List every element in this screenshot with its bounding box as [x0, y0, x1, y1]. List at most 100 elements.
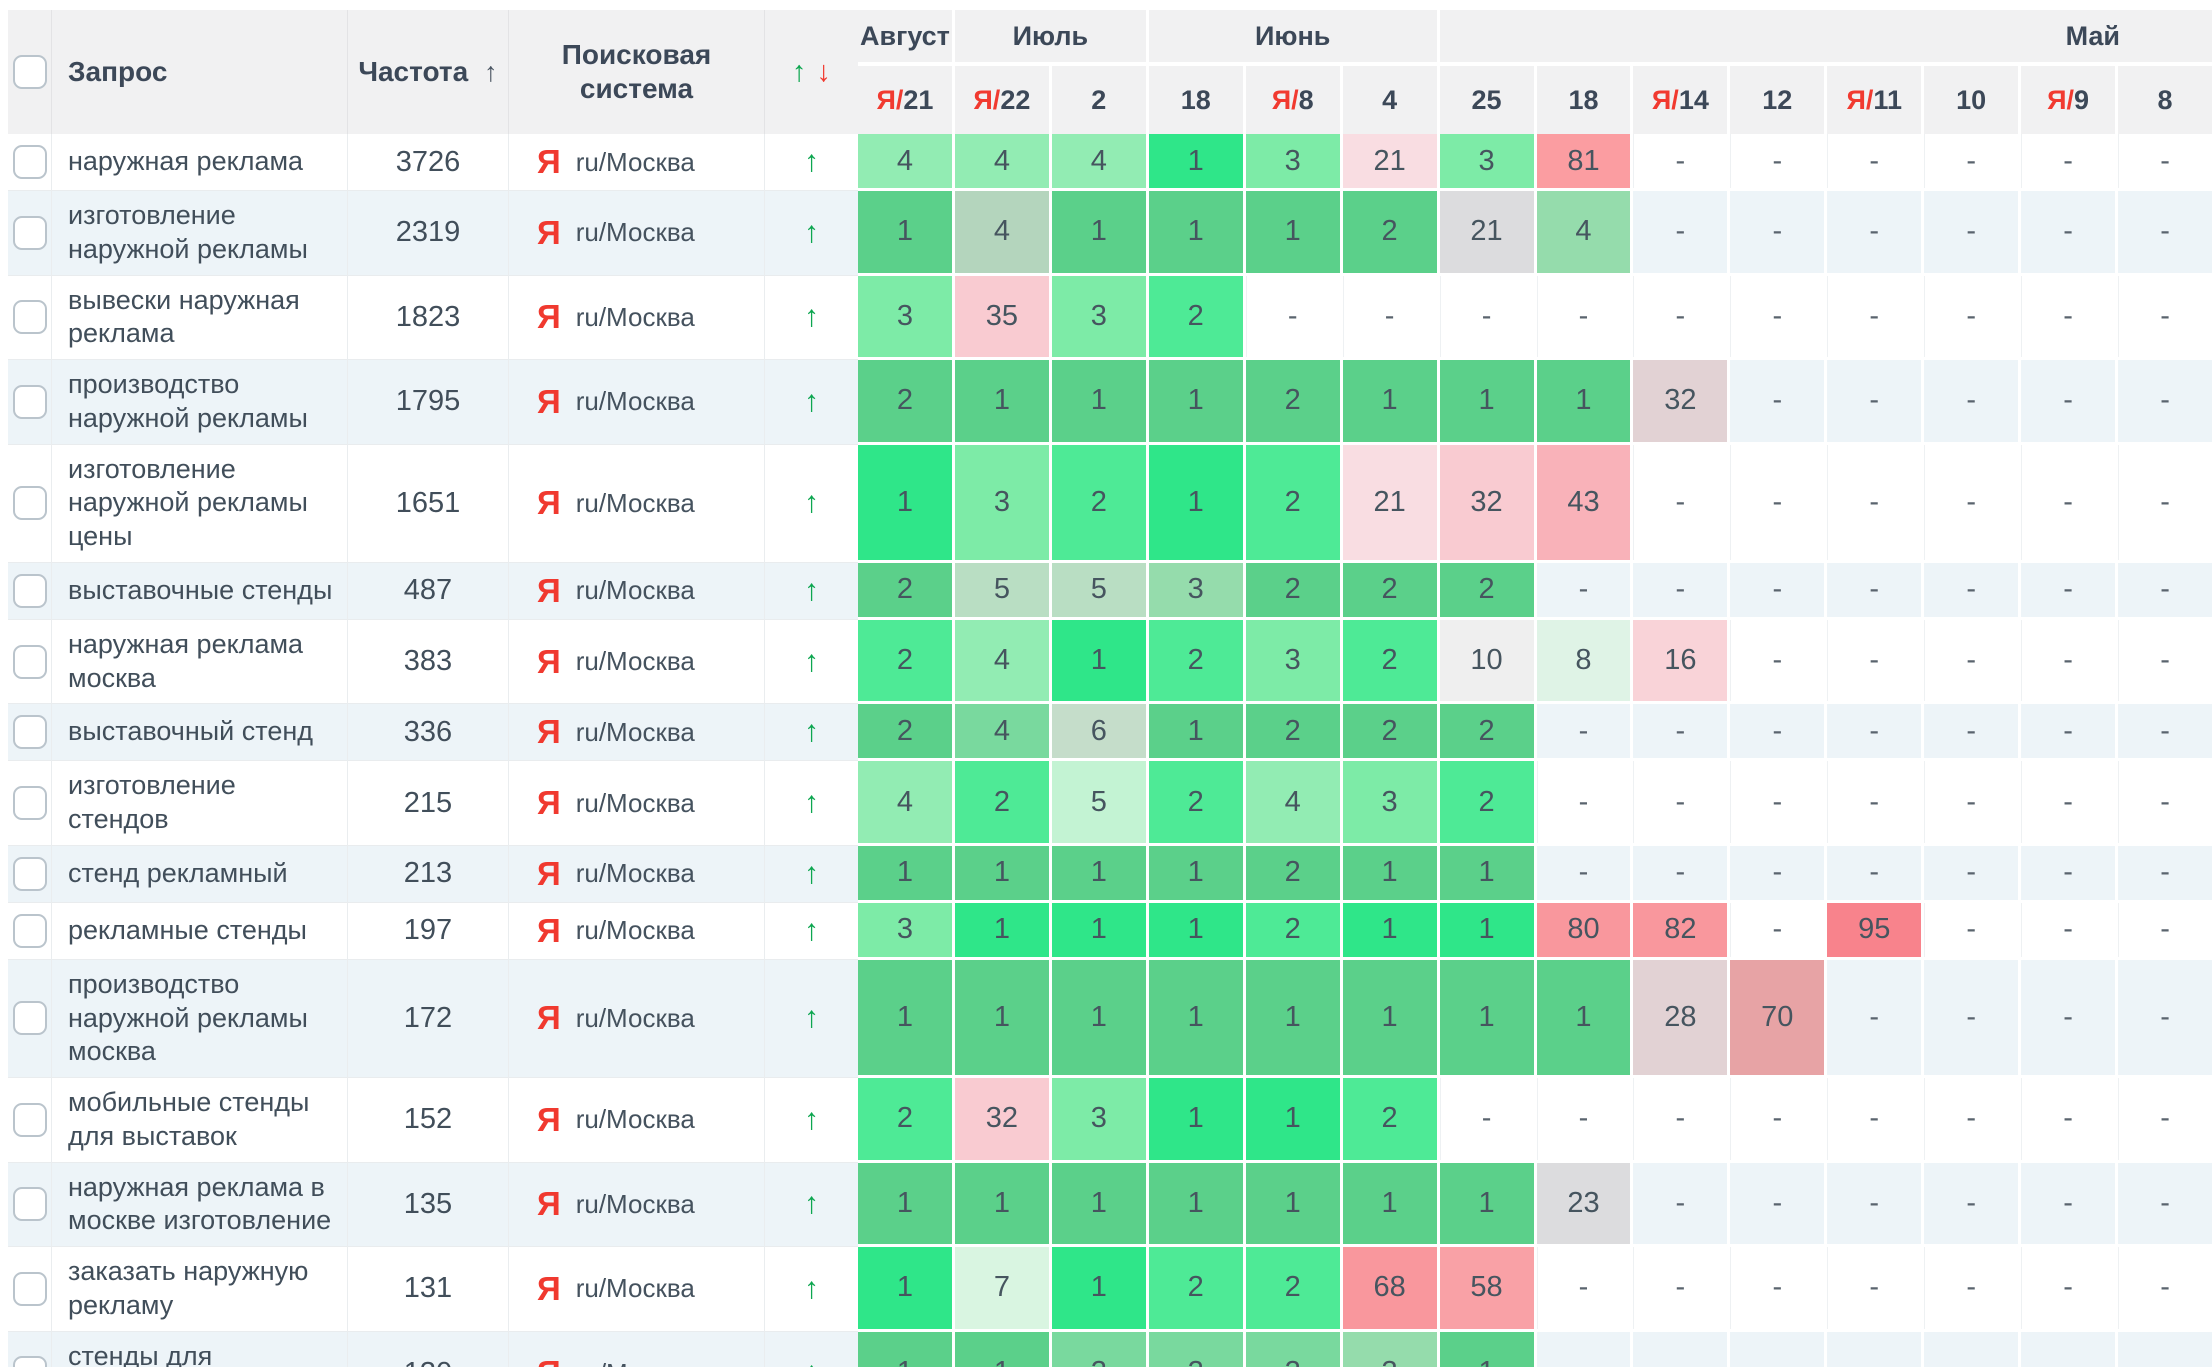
row-checkbox[interactable] — [12, 300, 47, 335]
position-cell-empty: - — [1924, 444, 2019, 560]
row-checkbox[interactable] — [12, 145, 47, 179]
position-cell-empty: - — [1633, 134, 1728, 188]
date-header-cell[interactable]: 25 — [1439, 66, 1534, 134]
yandex-update-prefix: Я/ — [876, 84, 904, 115]
query-cell[interactable]: вывески наружная реклама — [52, 275, 348, 360]
date-header-cell[interactable]: Я/14 — [1633, 66, 1728, 134]
position-cell-empty: - — [1633, 1162, 1728, 1244]
row-checkbox[interactable] — [12, 715, 47, 750]
query-cell[interactable]: выставочный стенд — [52, 704, 348, 762]
position-cell: 21 — [1439, 191, 1534, 273]
query-cell[interactable]: мобильные стенды для выставок — [52, 1078, 348, 1163]
position-cell: 6 — [1051, 704, 1146, 759]
column-header-search-engine[interactable]: Поисковая система — [509, 10, 765, 134]
row-checkbox[interactable] — [12, 1102, 47, 1137]
column-header-query[interactable]: Запрос — [52, 10, 348, 134]
query-cell[interactable]: производство наружной рекламы — [52, 360, 348, 445]
date-header-cell[interactable]: 2 — [1051, 66, 1146, 134]
row-checkbox[interactable] — [12, 1187, 47, 1222]
yandex-update-prefix: Я/ — [973, 84, 1001, 115]
position-cells: 1 1 1 1 1 1 1 23- - - - - - — [858, 1162, 2212, 1247]
position-cell: 1 — [858, 1162, 952, 1244]
position-cell-empty: - — [2118, 275, 2212, 357]
row-checkbox-cell — [8, 1247, 52, 1332]
date-header-cell[interactable]: Я/11 — [1827, 66, 1922, 134]
position-cell-empty: - — [1730, 761, 1825, 843]
query-cell[interactable]: выставочные стенды — [52, 562, 348, 620]
row-checkbox[interactable] — [12, 215, 47, 250]
query-cell[interactable]: наружная реклама москва — [52, 619, 348, 705]
rank-up-arrow-icon: ↑ — [804, 1102, 819, 1136]
rank-up-arrow-icon: ↑ — [804, 145, 819, 178]
row-checkbox[interactable] — [12, 486, 47, 521]
position-cell: 1 — [1342, 902, 1437, 957]
position-cell-empty: - — [1924, 761, 2019, 843]
rank-up-arrow-icon: ↑ — [804, 1187, 819, 1221]
position-cell-empty: - — [1827, 619, 1922, 702]
date-header-cell[interactable]: Я/22 — [954, 66, 1049, 134]
query-cell[interactable]: стенд рекламный — [52, 845, 348, 903]
date-header-cell[interactable]: 4 — [1342, 66, 1437, 134]
trend-cell: ↑ — [765, 275, 858, 360]
row-checkbox[interactable] — [12, 644, 47, 679]
date-header-cell[interactable]: 12 — [1730, 66, 1825, 134]
position-cell-empty: - — [1827, 191, 1922, 273]
row-checkbox[interactable] — [12, 913, 47, 948]
search-engine-label: ru/Москва — [575, 1188, 695, 1219]
search-engine-label: ru/Москва — [576, 1358, 695, 1367]
row-checkbox[interactable] — [12, 573, 47, 608]
position-cell: 1 — [1148, 134, 1243, 188]
rank-up-arrow-icon: ↑ — [804, 913, 819, 947]
sort-ascending-icon: ↑ — [484, 56, 498, 87]
yandex-update-prefix: Я/ — [1271, 84, 1299, 115]
column-header-frequency[interactable]: Частота ↑ — [348, 10, 509, 134]
position-cell: 1 — [1051, 845, 1146, 900]
row-checkbox[interactable] — [12, 384, 47, 419]
row-checkbox[interactable] — [12, 1271, 47, 1306]
position-cell: 1 — [1245, 1162, 1340, 1244]
trend-cell: ↑ — [765, 1078, 858, 1163]
query-cell[interactable]: производство наружной рекламы москва — [52, 959, 348, 1078]
row-checkbox[interactable] — [12, 1356, 47, 1367]
date-header-cell[interactable]: 10 — [1924, 66, 2019, 134]
query-cell[interactable]: заказать наружную рекламу — [52, 1247, 348, 1332]
trend-cell: ↑ — [765, 444, 858, 563]
trend-cell: ↑ — [765, 360, 858, 445]
date-header-day: 4 — [1382, 84, 1398, 115]
position-cell-empty: - — [1924, 275, 2019, 357]
query-cell[interactable]: изготовление наружной рекламы — [52, 191, 348, 276]
date-header-day: 14 — [1678, 84, 1709, 115]
date-header-cell[interactable]: Я/8 — [1245, 66, 1340, 134]
position-cell: 2 — [858, 562, 952, 617]
month-header-row: Август Июль Июнь Май — [858, 10, 2212, 62]
query-cell[interactable]: изготовление стендов — [52, 761, 348, 846]
yandex-icon: Я — [537, 1185, 561, 1223]
position-cell: 2 — [1342, 619, 1437, 702]
row-checkbox[interactable] — [12, 786, 47, 820]
date-header-cell[interactable]: Я/9 — [2021, 66, 2116, 134]
select-all-checkbox[interactable] — [12, 55, 47, 89]
position-cell: 2 — [1439, 704, 1534, 759]
position-cell-empty: - — [1730, 360, 1825, 442]
column-header-trend[interactable]: ↑ ↓ — [765, 10, 858, 134]
position-cell: 1 — [1439, 360, 1534, 442]
position-cell-empty: - — [1730, 134, 1825, 188]
date-header-cell[interactable]: 18 — [1148, 66, 1243, 134]
rank-up-arrow-icon: ↑ — [804, 715, 819, 749]
date-header-cell[interactable]: Я/21 — [858, 66, 952, 134]
date-header-cell[interactable]: 18 — [1536, 66, 1631, 134]
query-cell[interactable]: стенды для выставки — [52, 1331, 348, 1367]
query-cell[interactable]: наружная реклама в москве изготовление — [52, 1162, 348, 1247]
rank-up-arrow-icon: ↑ — [804, 786, 819, 819]
row-checkbox[interactable] — [12, 856, 47, 891]
query-cell[interactable]: наружная реклама — [52, 134, 348, 191]
search-engine-header-label: Поисковая система — [561, 39, 712, 104]
row-checkbox[interactable] — [12, 1001, 47, 1036]
date-header-cell[interactable]: 8 — [2118, 66, 2212, 134]
query-cell[interactable]: рекламные стенды — [52, 902, 348, 960]
query-cell[interactable]: изготовление наружной рекламы цены — [52, 444, 348, 563]
